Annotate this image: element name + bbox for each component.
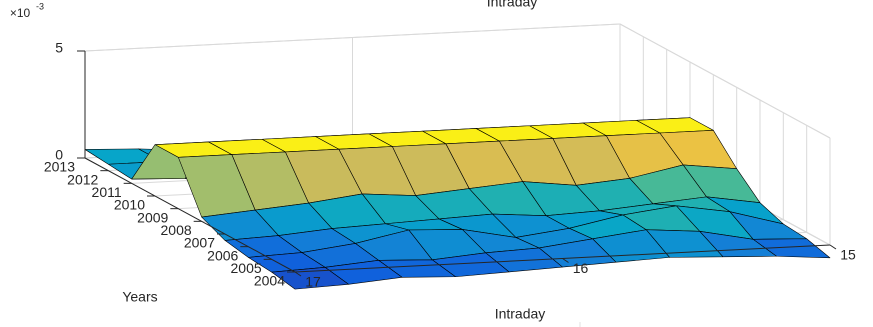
z-tick-label: 5: [55, 40, 63, 56]
previous-x-label: Intraday: [487, 0, 538, 10]
z-tick-label: 0: [55, 147, 63, 163]
x-tick: [562, 258, 569, 263]
x-tick: [829, 244, 837, 250]
grid-line: [619, 23, 831, 139]
z-scale-exponent: -3: [36, 1, 44, 11]
x-tick-label: 15: [840, 247, 856, 263]
y-tick-label: 2008: [161, 222, 192, 238]
y-tick-label: 2007: [184, 235, 215, 251]
y-tick-label: 2010: [114, 197, 145, 213]
y-tick-label: 2009: [137, 209, 168, 225]
y-tick-label: 2011: [92, 184, 122, 200]
y-tick-label: 2012: [67, 171, 98, 187]
x-axis-label: Intraday: [495, 306, 546, 322]
y-tick-label: 2004: [254, 273, 285, 289]
x-tick-label: 17: [305, 274, 321, 290]
y-tick-label: 2013: [44, 159, 75, 175]
axis-line: [84, 157, 296, 273]
x-tick: [294, 271, 302, 277]
surface-patch: [271, 267, 349, 290]
y-tick-label: 2005: [231, 260, 262, 276]
y-axis-label: Years: [122, 289, 157, 305]
z-scale-base: ×10: [10, 6, 31, 20]
x-tick-label: 16: [573, 260, 589, 276]
grid-line: [84, 23, 621, 52]
y-tick-label: 2006: [207, 247, 238, 263]
